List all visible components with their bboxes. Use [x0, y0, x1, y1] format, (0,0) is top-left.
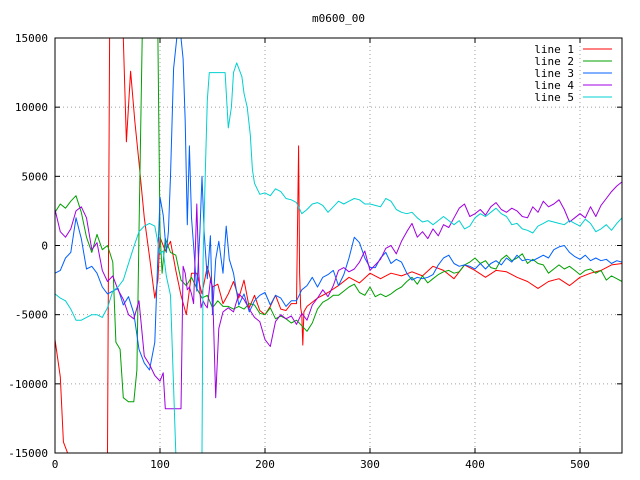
chart-title: m0600_00: [312, 12, 365, 25]
series-line-3: [55, 38, 622, 371]
legend-label-4: line 4: [534, 79, 574, 92]
y-tick-label: 10000: [15, 101, 48, 114]
legend-label-1: line 1: [534, 43, 574, 56]
y-tick-label: 0: [41, 240, 48, 253]
y-tick-label: -15000: [8, 447, 48, 460]
legend-label-2: line 2: [534, 55, 574, 68]
x-tick-label: 0: [52, 458, 59, 471]
series-line-5: [55, 62, 622, 453]
x-tick-label: 200: [255, 458, 275, 471]
y-tick-label: 15000: [15, 32, 48, 45]
series-line-4: [55, 181, 622, 410]
x-tick-label: 300: [360, 458, 380, 471]
x-tick-label: 400: [465, 458, 485, 471]
y-tick-label: -5000: [15, 309, 48, 322]
series-line-2: [55, 38, 622, 403]
y-tick-label: 5000: [22, 170, 49, 183]
y-tick-label: -10000: [8, 378, 48, 391]
x-tick-label: 500: [570, 458, 590, 471]
legend-label-3: line 3: [534, 67, 574, 80]
grid-lines: [55, 38, 622, 453]
series-lines: [55, 38, 622, 453]
axis-ticks: 0 100 200 300 400 500 -15000 -10000 -5000 0 5000 10…: [8, 32, 622, 471]
legend-label-5: line 5: [534, 91, 574, 104]
x-tick-label: 100: [150, 458, 170, 471]
